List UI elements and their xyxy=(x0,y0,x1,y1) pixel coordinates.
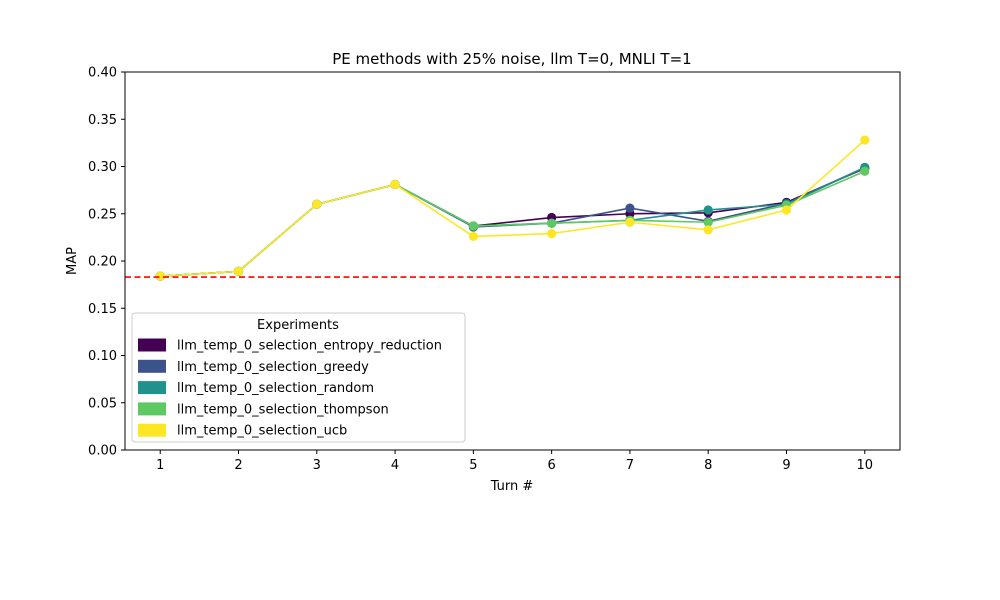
y-tick-label: 0.10 xyxy=(88,349,117,364)
y-axis: 0.00 0.05 0.10 0.15 0.20 0.25 0.30 0.35 0.40 xyxy=(88,66,125,459)
data-point xyxy=(860,166,870,176)
legend: Experiments llm_temp_0_selection_entropy… xyxy=(131,312,466,443)
x-tick-label: 7 xyxy=(626,458,634,473)
legend-label: llm_temp_0_selection_ucb xyxy=(177,424,347,439)
data-point xyxy=(155,271,165,281)
x-tick-label: 10 xyxy=(856,458,873,473)
legend-swatch xyxy=(138,423,166,437)
y-tick-label: 0.20 xyxy=(88,255,117,270)
data-point xyxy=(547,228,557,239)
data-point xyxy=(625,203,635,213)
legend-label: llm_temp_0_selection_random xyxy=(177,381,374,396)
y-tick-label: 0.05 xyxy=(88,396,117,411)
legend-label: llm_temp_0_selection_thompson xyxy=(177,402,389,417)
x-axis: 1 2 3 4 5 6 7 8 9 10 xyxy=(156,450,873,473)
chart-title: PE methods with 25% noise, llm T=0, MNLI… xyxy=(332,50,691,68)
legend-label: llm_temp_0_selection_greedy xyxy=(177,360,369,375)
legend-swatch xyxy=(138,338,166,352)
legend-label: llm_temp_0_selection_entropy_reduction xyxy=(177,339,442,354)
y-tick-label: 0.15 xyxy=(88,302,117,317)
data-point xyxy=(547,218,557,228)
y-tick-label: 0.40 xyxy=(88,66,117,81)
data-point xyxy=(703,217,713,227)
x-tick-label: 2 xyxy=(234,458,242,473)
x-tick-label: 4 xyxy=(391,458,399,473)
x-tick-label: 1 xyxy=(156,458,164,473)
legend-swatch xyxy=(138,359,166,373)
x-tick-label: 8 xyxy=(704,458,712,473)
y-tick-label: 0.35 xyxy=(88,113,117,128)
series-line-3 xyxy=(160,170,866,277)
x-tick-label: 6 xyxy=(548,458,556,473)
data-point xyxy=(468,221,478,231)
data-point xyxy=(390,179,400,190)
data-point xyxy=(703,205,713,215)
data-point xyxy=(233,266,244,276)
data-point xyxy=(703,225,713,235)
data-point xyxy=(625,217,635,227)
y-axis-label: MAP xyxy=(65,247,80,275)
data-point xyxy=(312,199,322,209)
legend-title: Experiments xyxy=(257,318,339,333)
data-point xyxy=(860,135,870,145)
legend-swatch xyxy=(138,381,166,395)
legend-frame xyxy=(131,312,466,443)
series-line-0 xyxy=(160,167,866,277)
y-tick-label: 0.00 xyxy=(88,444,117,459)
data-point xyxy=(468,231,478,242)
legend-swatch xyxy=(138,402,166,416)
x-tick-label: 9 xyxy=(782,458,790,473)
series-line-4 xyxy=(160,139,866,277)
y-tick-label: 0.25 xyxy=(88,207,117,222)
x-axis-label: Turn # xyxy=(490,479,534,494)
x-tick-label: 3 xyxy=(313,458,321,473)
series-layer xyxy=(155,135,870,281)
data-point xyxy=(781,205,792,215)
x-tick-label: 5 xyxy=(469,458,477,473)
y-tick-label: 0.30 xyxy=(88,160,117,175)
